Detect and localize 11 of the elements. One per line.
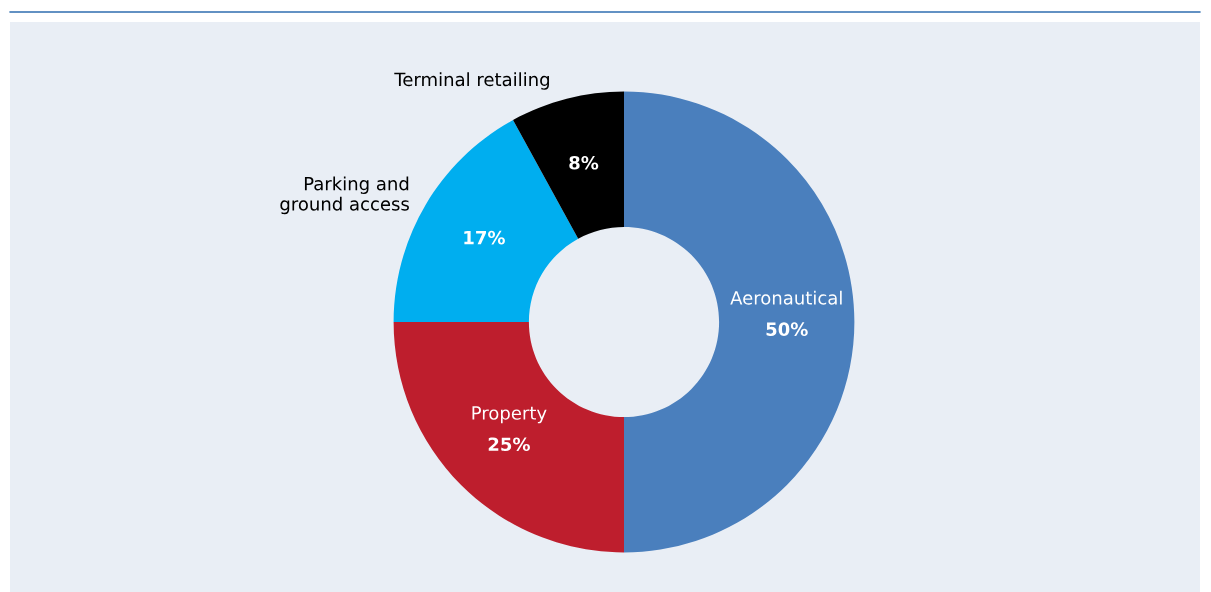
- slice-label: Parking and ground access: [280, 176, 409, 215]
- slice-label: Aeronautical: [730, 290, 842, 305]
- data-label: 17%: [464, 230, 505, 245]
- data-label: 25%: [488, 437, 530, 452]
- slice-label: Property: [472, 406, 547, 424]
- donut-slice: [393, 322, 624, 553]
- donut-slice: [624, 91, 855, 553]
- donut-slice: [513, 91, 624, 239]
- slice-label: Terminal retailing: [394, 72, 549, 90]
- data-label: 8%: [569, 155, 599, 170]
- data-label: 50%: [766, 322, 808, 336]
